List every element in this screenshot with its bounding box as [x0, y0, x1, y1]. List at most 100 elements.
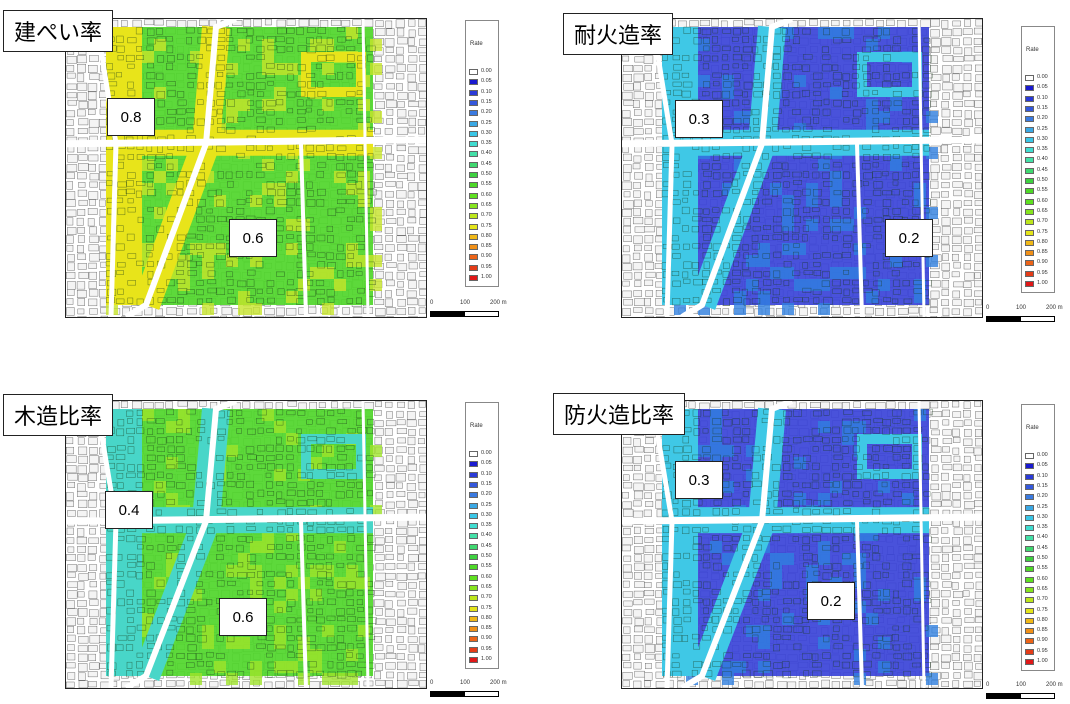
legend-item: 0.55	[469, 182, 499, 189]
legend-item: 1.00	[469, 275, 499, 282]
legend-swatch	[1025, 515, 1034, 521]
legend-label: 0.20	[1037, 115, 1048, 121]
legend-item: 0.40	[469, 151, 499, 158]
legend-swatch	[1025, 188, 1034, 194]
legend-item: 0.10	[1025, 474, 1055, 481]
legend-item: 0.20	[469, 110, 499, 117]
legend-label: 0.85	[481, 243, 492, 249]
legend-label: 0.45	[481, 161, 492, 167]
legend-swatch	[1025, 659, 1034, 665]
legend-swatch	[1025, 566, 1034, 572]
legend-label: 0.95	[1037, 270, 1048, 276]
legend-label: 0.85	[1037, 249, 1048, 255]
legend-label: 0.00	[481, 450, 492, 456]
legend-label: 0.45	[1037, 545, 1048, 551]
legend-label: 0.65	[1037, 208, 1048, 214]
legend-item: 0.90	[1025, 260, 1055, 267]
legend-swatch	[1025, 577, 1034, 583]
legend-item: 0.35	[469, 523, 499, 530]
legend-item: 0.05	[469, 461, 499, 468]
legend-label: 0.05	[1037, 84, 1048, 90]
legend-swatch	[469, 564, 478, 570]
legend-item: 0.70	[469, 213, 499, 220]
legend-label: 0.25	[481, 120, 492, 126]
scale-segment	[986, 316, 1021, 322]
legend-swatch	[1025, 157, 1034, 163]
legend-item: 0.75	[1025, 608, 1055, 615]
scale-tick: 100	[460, 680, 470, 686]
legend-swatch	[1025, 474, 1034, 480]
legend-swatch	[469, 79, 478, 85]
legend-swatch	[1025, 535, 1034, 541]
legend-item: 0.75	[469, 606, 499, 613]
legend-label: 0.30	[481, 130, 492, 136]
legend-swatch	[1025, 209, 1034, 215]
legend-label: 0.00	[1037, 452, 1048, 458]
legend-item: 0.30	[1025, 515, 1055, 522]
legend-label: 0.90	[1037, 637, 1048, 643]
legend-swatch	[1025, 260, 1034, 266]
legend-item: 0.65	[1025, 209, 1055, 216]
legend-item: 0.10	[469, 472, 499, 479]
legend-item: 0.60	[1025, 577, 1055, 584]
legend-item: 0.50	[1025, 178, 1055, 185]
legend-swatch	[469, 213, 478, 219]
legend-title: Rate	[1026, 425, 1039, 431]
legend-label: 1.00	[481, 274, 492, 280]
legend-swatch	[1025, 127, 1034, 133]
legend-item: 0.70	[469, 595, 499, 602]
scale-tick: 200 m	[1046, 682, 1063, 688]
legend-swatch	[469, 503, 478, 509]
legend-label: 0.35	[1037, 146, 1048, 152]
legend-swatch	[469, 461, 478, 467]
legend-title: Rate	[1026, 47, 1039, 53]
legend-item: 1.00	[1025, 281, 1055, 288]
legend-item: 0.95	[1025, 271, 1055, 278]
legend-item: 0.65	[469, 585, 499, 592]
map-3	[65, 400, 427, 689]
value-label: 0.2	[807, 582, 855, 620]
map-2	[621, 18, 983, 318]
legend-item: 0.15	[1025, 106, 1055, 113]
legend-swatch	[469, 244, 478, 250]
legend-swatch	[469, 647, 478, 653]
legend-swatch	[1025, 281, 1034, 287]
legend-label: 0.95	[1037, 648, 1048, 654]
legend-swatch	[469, 513, 478, 519]
scale-segment	[1020, 316, 1055, 322]
legend-label: 0.70	[481, 212, 492, 218]
scale-tick: 100	[460, 300, 470, 306]
scale-segment	[986, 693, 1021, 699]
legend-label: 0.80	[481, 615, 492, 621]
legend-swatch	[1025, 116, 1034, 122]
legend-swatch	[1025, 85, 1034, 91]
legend-label: 0.75	[1037, 607, 1048, 613]
legend-swatch	[1025, 546, 1034, 552]
legend-swatch	[1025, 597, 1034, 603]
legend-item: 0.70	[1025, 219, 1055, 226]
legend-item: 0.85	[469, 244, 499, 251]
legend-item: 0.20	[469, 492, 499, 499]
legend-item: 0.50	[469, 554, 499, 561]
legend-swatch	[1025, 199, 1034, 205]
legend-swatch	[469, 69, 478, 75]
legend-swatch	[1025, 463, 1034, 469]
legend-swatch	[469, 492, 478, 498]
legend-label: 0.75	[481, 605, 492, 611]
legend-label: 0.60	[1037, 198, 1048, 204]
panel-title: 木造比率	[3, 394, 113, 436]
legend-swatch	[469, 141, 478, 147]
legend-label: 0.00	[481, 68, 492, 74]
legend-label: 1.00	[1037, 658, 1048, 664]
legend-item: 0.80	[1025, 240, 1055, 247]
legend-label: 0.65	[481, 202, 492, 208]
scale-tick: 0	[430, 300, 433, 306]
scale-segment	[430, 691, 465, 697]
legend-item: 0.45	[469, 162, 499, 169]
legend-swatch	[1025, 168, 1034, 174]
legend-label: 0.80	[1037, 617, 1048, 623]
legend-label: 0.45	[1037, 167, 1048, 173]
legend-label: 0.30	[1037, 136, 1048, 142]
